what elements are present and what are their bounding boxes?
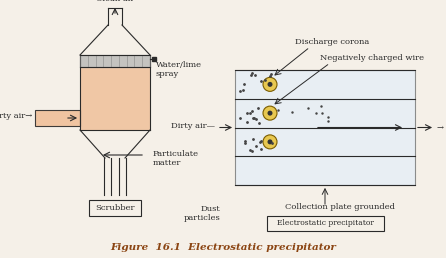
Polygon shape	[80, 67, 150, 130]
Text: Scrubber: Scrubber	[95, 204, 135, 212]
Circle shape	[268, 139, 273, 144]
Text: Negatively charged wire: Negatively charged wire	[320, 54, 424, 62]
Text: Water/lime
spray: Water/lime spray	[156, 61, 202, 78]
Circle shape	[268, 111, 273, 116]
Circle shape	[268, 82, 273, 87]
Text: Dirty air—: Dirty air—	[171, 122, 215, 130]
Text: Collection plate grounded: Collection plate grounded	[285, 203, 395, 211]
Circle shape	[263, 106, 277, 120]
FancyBboxPatch shape	[89, 200, 141, 216]
Text: Figure  16.1  Electrostatic precipitator: Figure 16.1 Electrostatic precipitator	[110, 243, 336, 252]
FancyBboxPatch shape	[267, 216, 384, 231]
Text: Particulate
matter: Particulate matter	[153, 150, 199, 167]
FancyBboxPatch shape	[235, 70, 415, 185]
Text: Discharge corona: Discharge corona	[295, 38, 369, 46]
Circle shape	[263, 77, 277, 91]
Text: Electrostatic precipitator: Electrostatic precipitator	[277, 219, 373, 227]
Text: Clean air: Clean air	[96, 0, 134, 3]
Text: → Clean air: → Clean air	[437, 124, 446, 132]
Text: Dust
particles: Dust particles	[183, 205, 220, 222]
Circle shape	[263, 135, 277, 149]
Text: rty air→: rty air→	[0, 112, 32, 120]
Polygon shape	[35, 110, 80, 126]
